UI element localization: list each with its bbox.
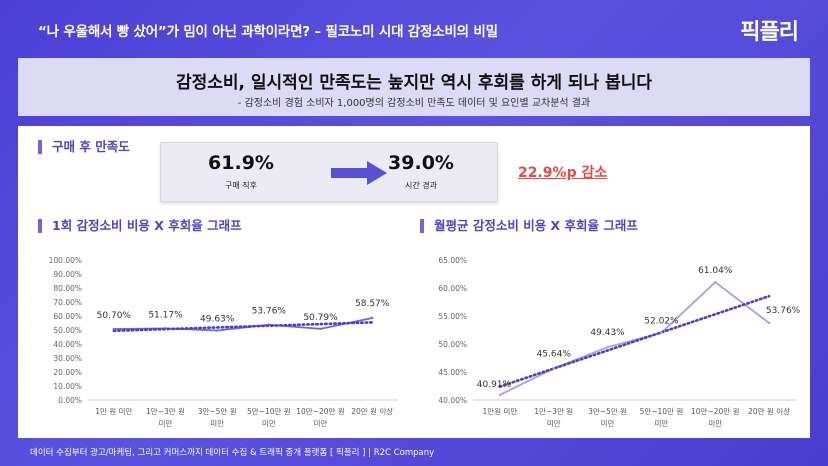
data-point [370,316,374,320]
y-tick-label: 20.00% [53,368,82,377]
satisfaction-box: 61.9% 구매 직후 39.0% 시간 경과 [160,142,498,202]
x-tick-label: 10만~20만 원 미만 [691,407,740,428]
data-point [498,393,502,397]
data-point [267,323,271,326]
y-tick-label: 50.00% [53,326,82,335]
y-tick-label: 40.00% [438,396,467,405]
y-tick-label: 30.00% [53,354,82,363]
x-tick-label: 1만원 미만 [483,407,518,416]
x-tick-label: 5만~10만 원 미만 [247,407,291,428]
data-label: 40.91% [477,380,512,390]
data-label: 49.43% [590,328,625,338]
y-tick-label: 10.00% [53,382,82,391]
data-label: 45.64% [537,349,572,359]
y-tick-label: 90.00% [53,270,82,279]
headline-title: 감정소비, 일시적인 만족도는 높지만 역시 후회를 하게 되나 봅니다 [175,73,653,93]
chart2-title: 월평균 감정소비 비용 X 후회율 그래프 [420,219,638,233]
top-bar: “나 우울해서 빵 샀어”가 밈이 아닌 과학이라면? – 필코노미 시대 감정… [0,0,828,60]
x-tick-label: 3만~5만 원 미만 [198,407,237,428]
data-label: 61.04% [698,266,733,276]
after-value: 39.0% [388,152,454,174]
x-tick-label: 1만~3만 원 미만 [534,407,573,428]
trend-line [498,294,771,388]
footer-text: 데이터 수집부터 광고/마케팅, 그리고 커머스까지 데이터 수집 & 트래픽 … [30,448,435,458]
arrow-right-icon [331,161,387,185]
before-caption: 구매 직후 [225,181,257,190]
data-point [767,321,771,325]
trend-line [112,321,374,333]
data-label: 50.70% [97,311,132,321]
data-label: 52.02% [644,317,679,327]
chart-monthly-spend: 65.00% 60.00% 55.00% 50.00% 45.00% 40.00% 1만원 … [438,256,801,428]
x-tick-label: 20만 원 이상 [351,406,393,416]
data-label: 53.76% [252,307,287,317]
data-label: 49.63% [200,315,235,325]
y-tick-label: 80.00% [53,284,82,293]
y-tick-label: 100.00% [49,256,82,265]
data-label: 50.79% [303,313,338,323]
chart-one-time-spend: 100.00% 90.00% 80.00% 70.00% 60.00% 50.00% 40.… [49,256,398,428]
x-tick-label: 3만~5만 원 미만 [588,407,627,428]
data-point [606,345,609,349]
chart1-title: 1회 감정소비 비용 X 후회율 그래프 [38,219,242,233]
data-label: 51.17% [148,310,183,320]
satisfaction-label: 구매 후 만족도 [38,140,130,154]
content-panel: 구매 후 만족도 61.9% 구매 직후 39.0% 시간 경과 22.9%p … [18,126,810,438]
data-point [714,280,717,284]
y-tick-label: 55.00% [438,312,467,321]
data-label: 53.76% [766,306,801,316]
y-tick-label: 65.00% [438,256,467,265]
x-tick-label: 1만~3만 원 미만 [146,407,185,428]
y-tick-label: 50.00% [438,340,467,349]
y-tick-label: 40.00% [53,340,82,349]
series-line [113,317,373,332]
data-point [552,367,555,370]
y-tick-label: 0.00% [58,396,82,405]
data-point [319,327,322,331]
series-line [499,281,770,396]
after-caption: 시간 경과 [405,181,437,190]
data-label: 58.57% [355,299,390,309]
before-value: 61.9% [208,152,274,174]
data-point [215,329,219,332]
x-tick-label: 20만 원 이상 [748,406,790,416]
y-tick-label: 70.00% [53,298,82,307]
data-point [164,327,167,330]
x-tick-label: 10만~20만 원 미만 [296,407,345,428]
x-tick-label: 1만 원 미만 [95,407,132,416]
page-title: “나 우울해서 빵 샀어”가 밈이 아닌 과학이라면? – 필코노미 시대 감정… [38,24,498,40]
data-point [660,331,663,334]
x-tick-label: 5만~10만 원 미만 [640,407,684,428]
y-tick-label: 45.00% [438,368,467,377]
y-tick-label: 60.00% [438,284,467,293]
headline-subtitle: - 감정소비 경험 소비자 1,000명의 감정소비 만족도 데이터 및 요인별… [237,98,591,109]
drop-indicator: 22.9%p 감소 [518,165,608,181]
headline-banner: 감정소비, 일시적인 만족도는 높지만 역시 후회를 하게 되나 봅니다 - 감… [18,58,810,116]
data-point [112,327,116,331]
y-tick-label: 60.00% [53,312,82,321]
brand-logo[interactable]: 픽플리 [740,20,799,45]
